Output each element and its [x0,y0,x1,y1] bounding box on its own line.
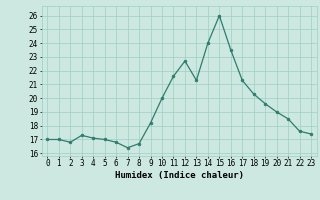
X-axis label: Humidex (Indice chaleur): Humidex (Indice chaleur) [115,171,244,180]
